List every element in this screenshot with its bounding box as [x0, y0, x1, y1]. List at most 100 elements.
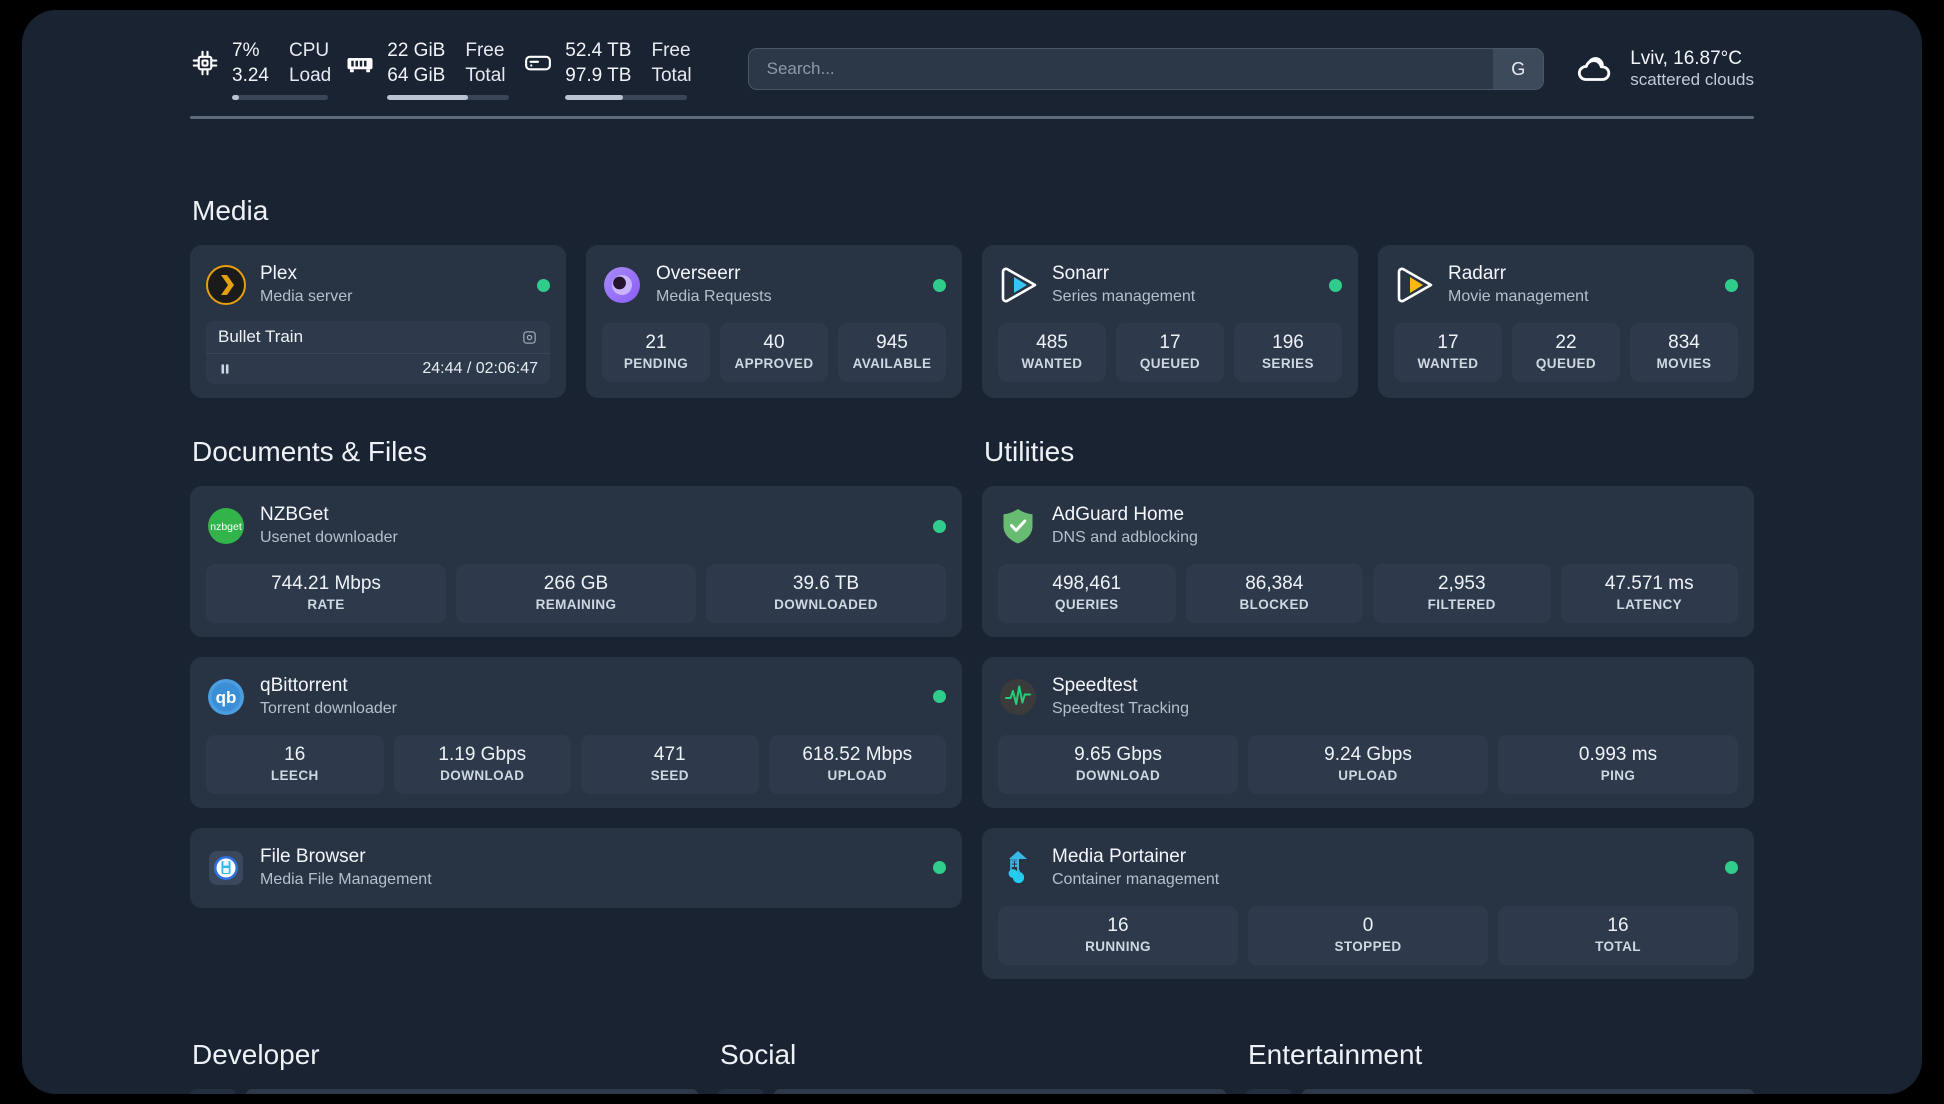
svg-text:qb: qb [216, 688, 237, 707]
status-indicator-online [933, 278, 946, 292]
sonarr-logo [998, 265, 1038, 305]
disk-usage-bar [565, 95, 688, 101]
service-name: Media Portainer [1052, 846, 1187, 868]
bookmark-group-title: Entertainment [1248, 1038, 1423, 1070]
pause-icon[interactable] [218, 362, 232, 376]
documents-card-list: nzbget NZBGet Usenet downloader 744.21 Mbps… [190, 486, 962, 908]
dashboard-window: 7% 3.24 CPU Load [22, 10, 1922, 1094]
stat-box: 2,953 FILTERED [1373, 564, 1551, 623]
service-card[interactable]: Plex Media server Bullet Train 24:44 / 02:0… [190, 245, 566, 398]
bookmark-link[interactable]: LinkedInlinkedin.com [774, 1088, 1226, 1094]
stat-label: MOVIES [1656, 355, 1712, 371]
bookmark-group: Social LILinkedInlinkedin.comTWTwittertwi… [718, 1039, 1226, 1094]
now-playing-title: Bullet Train [218, 327, 304, 346]
stat-box: 16 TOTAL [1498, 905, 1738, 965]
stat-label: SERIES [1262, 355, 1314, 371]
bookmark-badge: YT [1246, 1088, 1292, 1094]
cpu-stat-widget: 7% 3.24 CPU Load [190, 38, 332, 101]
service-subtitle: Media File Management [260, 870, 432, 888]
stat-value: 21 [645, 332, 667, 353]
stat-label: DOWNLOAD [1075, 767, 1161, 783]
stat-box: 9.24 Gbps UPLOAD [1248, 734, 1488, 794]
stat-box: 40 APPROVED [720, 323, 828, 382]
speedtest-logo [998, 677, 1038, 717]
cpu-load-value: 3.24 [232, 65, 269, 86]
bookmark-list: LILinkedInlinkedin.comTWTwittertwitter.c… [718, 1088, 1226, 1094]
stat-value: 39.6 TB [792, 573, 860, 594]
bookmark-link[interactable]: Githubgithub.com [246, 1088, 698, 1094]
service-card-meta: Media Portainer Container management [1052, 845, 1711, 890]
stat-box: 39.6 TB DOWNLOADED [706, 564, 946, 623]
stat-box: 17 WANTED [1394, 323, 1502, 382]
stat-box: 86,384 BLOCKED [1185, 564, 1363, 623]
qbittorrent-logo: qb [206, 677, 246, 717]
stat-box: 485 WANTED [998, 323, 1106, 382]
search-bar[interactable]: G [747, 48, 1545, 90]
stat-value: 498,461 [1052, 573, 1122, 594]
stat-label: QUERIES [1054, 596, 1119, 612]
service-card-header: Sonarr Series management [998, 259, 1342, 311]
bookmark-item[interactable]: GH Githubgithub.com [190, 1088, 698, 1094]
stat-value: 2,953 [1437, 573, 1486, 594]
cpu-label-bottom: Load [288, 65, 332, 86]
service-stat-row: 9.65 Gbps DOWNLOAD 9.24 Gbps UPLOAD 0.993 ms… [998, 734, 1738, 794]
stat-value: 16 [284, 743, 306, 765]
nzbget-logo: nzbget [206, 506, 246, 546]
service-card-header: qb qBittorrent Torrent downloader [206, 671, 946, 723]
service-card[interactable]: Radarr Movie management 17 WANTED 22 QUEUED 83… [1378, 245, 1754, 398]
stat-label: PENDING [623, 355, 689, 371]
stat-value: 17 [1159, 332, 1181, 353]
service-card[interactable]: File Browser Media File Management [190, 827, 962, 908]
stat-label: DOWNLOAD [440, 767, 525, 783]
stat-box: 618.52 Mbps UPLOAD [768, 734, 946, 794]
service-card-header: Plex Media server [206, 259, 550, 311]
service-stat-row: 498,461 QUERIES 86,384 BLOCKED 2,953 FILTERED… [998, 564, 1738, 623]
bookmark-group-title: Social [720, 1038, 797, 1070]
service-card[interactable]: qb qBittorrent Torrent downloader 16 LEECH 1.… [190, 656, 962, 808]
service-card[interactable]: AdGuard Home DNS and adblocking 498,461 QUE… [982, 486, 1754, 637]
bookmark-link[interactable]: YouTubeyoutube.com [1302, 1088, 1754, 1094]
stat-value: 485 [1036, 332, 1068, 353]
service-card[interactable]: Media Portainer Container management 16 RUN… [982, 827, 1754, 979]
bookmark-item[interactable]: YT YouTubeyoutube.com [1246, 1088, 1754, 1094]
stat-value: 266 GB [543, 573, 609, 594]
stat-label: BLOCKED [1239, 596, 1310, 612]
search-input[interactable] [748, 49, 1494, 89]
service-name: Sonarr [1052, 263, 1110, 285]
service-name: qBittorrent [260, 675, 348, 697]
service-subtitle: Usenet downloader [260, 528, 398, 546]
service-card[interactable]: Sonarr Series management 485 WANTED 17 QUEUED… [982, 245, 1358, 398]
stat-value: 744.21 Mbps [271, 573, 381, 594]
stat-value: 0 [1362, 914, 1374, 936]
service-name: NZBGet [260, 504, 329, 526]
cloud-icon [1574, 48, 1616, 90]
stat-label: DOWNLOADED [774, 596, 878, 612]
stat-label: UPLOAD [1338, 767, 1398, 783]
disk-icon [523, 48, 553, 78]
playback-progress-bar[interactable] [242, 367, 412, 372]
stat-label: FILTERED [1427, 596, 1496, 612]
service-name: Radarr [1448, 263, 1507, 285]
gear-icon[interactable] [521, 329, 538, 346]
service-card-meta: AdGuard Home DNS and adblocking [1052, 503, 1738, 548]
memory-usage-bar [387, 95, 510, 101]
bookmark-item[interactable]: LI LinkedInlinkedin.com [718, 1088, 1226, 1094]
search-engine-button[interactable]: G [1493, 49, 1544, 89]
utilities-section-title: Utilities [984, 436, 1075, 467]
service-stat-row: 485 WANTED 17 QUEUED 196 SERIES [998, 323, 1342, 382]
stat-label: SEED [650, 767, 689, 783]
radarr-logo [1394, 265, 1434, 305]
disk-total-value: 97.9 TB [565, 65, 632, 86]
service-card-meta: Plex Media server [260, 262, 523, 307]
weather-widget[interactable]: Lviv, 16.87°C scattered clouds [1574, 48, 1754, 90]
service-card[interactable]: nzbget NZBGet Usenet downloader 744.21 Mbps… [190, 486, 962, 637]
service-card[interactable]: Speedtest Speedtest Tracking 9.65 Gbps DOWN… [982, 656, 1754, 808]
service-card[interactable]: Overseerr Media Requests 21 PENDING 40 APPROV… [586, 245, 962, 398]
adguard-logo [998, 506, 1038, 546]
stat-value: 471 [653, 743, 686, 765]
media-section-title: Media [192, 195, 269, 226]
stat-label: WANTED [1021, 355, 1083, 371]
weather-description: scattered clouds [1630, 70, 1754, 89]
bookmarks-area: DeveloperGHGithubgithub.comSOStackOverfl… [190, 1039, 1754, 1094]
service-stat-row: 16 LEECH 1.19 Gbps DOWNLOAD 471 SEED 618.52 Mb… [206, 734, 946, 794]
